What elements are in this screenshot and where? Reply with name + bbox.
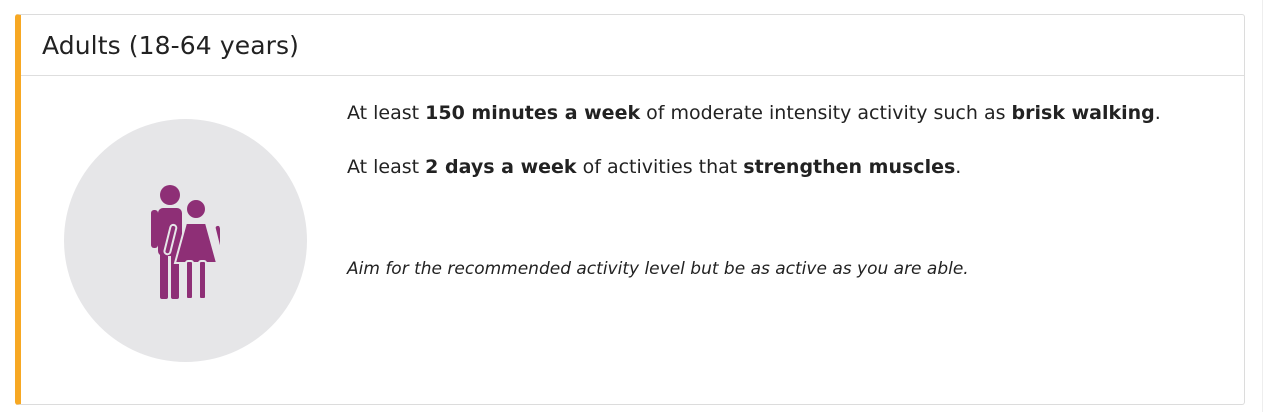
- strength-post: .: [955, 156, 962, 178]
- aerobic-post: .: [1154, 102, 1161, 124]
- aerobic-mid: of moderate intensity activity such as: [640, 102, 1012, 124]
- guideline-note: Aim for the recommended activity level b…: [347, 259, 969, 279]
- card-header: Adults (18-64 years): [21, 15, 1244, 76]
- card-title: Adults (18-64 years): [42, 30, 299, 60]
- aerobic-duration: 150 minutes a week: [425, 102, 641, 124]
- strength-frequency: 2 days a week: [425, 156, 577, 178]
- guideline-strength: At least 2 days a week of activities tha…: [347, 153, 1227, 181]
- page-edge-divider: [1262, 0, 1263, 412]
- strength-activity: strengthen muscles: [743, 156, 956, 178]
- illustration-circle: [64, 119, 307, 362]
- guideline-text: At least 150 minutes a week of moderate …: [347, 99, 1227, 298]
- strength-pre: At least: [347, 156, 426, 178]
- aerobic-pre: At least: [347, 102, 426, 124]
- aerobic-example: brisk walking: [1011, 102, 1155, 124]
- guideline-aerobic: At least 150 minutes a week of moderate …: [347, 99, 1227, 127]
- adult-couple-icon: [151, 185, 220, 299]
- strength-mid: of activities that: [576, 156, 744, 178]
- guideline-card: Adults (18-64 years) At least 1: [15, 14, 1245, 405]
